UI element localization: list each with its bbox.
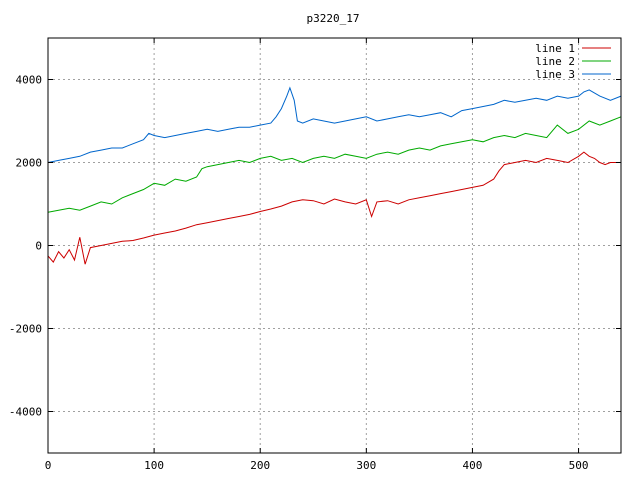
y-tick-label: -2000	[9, 323, 42, 336]
chart-title: p3220_17	[307, 12, 360, 25]
legend-label-3: line 3	[535, 68, 575, 81]
x-tick-label: 300	[356, 459, 376, 472]
x-tick-label: 100	[144, 459, 164, 472]
legend-label-1: line 1	[535, 42, 575, 55]
grid	[48, 38, 621, 453]
ticks: 0 100 200 300 400 500 -4000 -2000 0 2000 4000	[9, 38, 621, 472]
x-tick-label: 400	[463, 459, 483, 472]
y-tick-label: 0	[35, 240, 42, 253]
series-line-2	[47, 116, 622, 213]
series-line-1	[47, 151, 621, 265]
legend-label-2: line 2	[535, 55, 575, 68]
y-tick-label: 4000	[16, 74, 43, 87]
y-tick-label: -4000	[9, 406, 42, 419]
series-layer	[47, 86, 622, 265]
x-tick-label: 200	[250, 459, 270, 472]
series-line-3	[47, 86, 622, 163]
x-tick-label: 500	[569, 459, 589, 472]
y-tick-label: 2000	[16, 157, 43, 170]
x-tick-label: 0	[45, 459, 52, 472]
